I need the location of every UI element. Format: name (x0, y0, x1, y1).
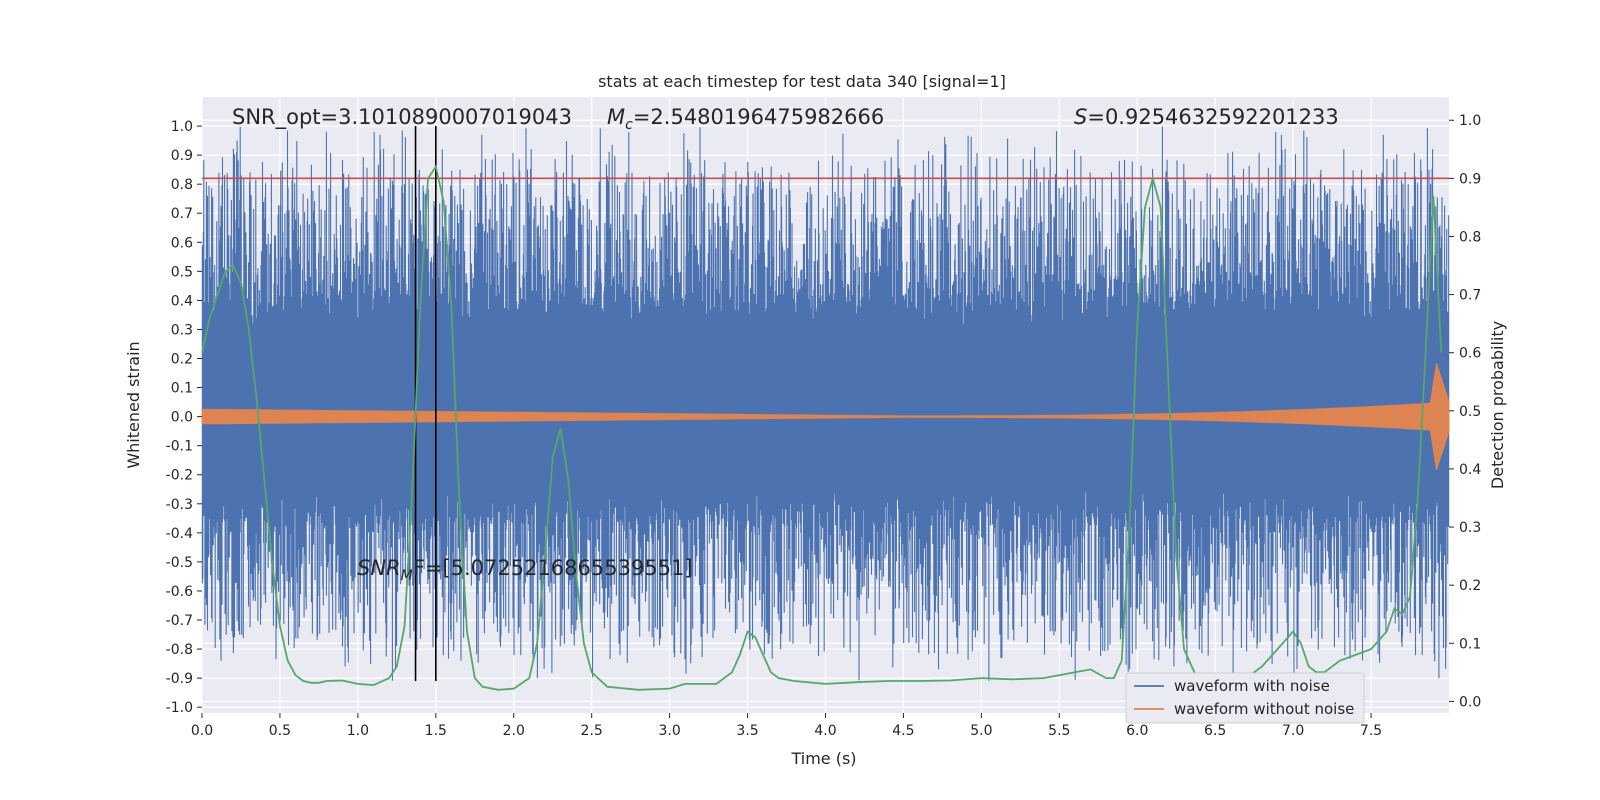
y-right-tick-label: 0.8 (1459, 229, 1481, 245)
x-axis-label: Time (s) (790, 749, 856, 768)
y-left-tick-label: -0.3 (166, 497, 193, 513)
y-left-tick-label: -0.5 (166, 555, 193, 571)
x-tick-label: 4.5 (892, 723, 914, 739)
y-right-tick-label: 0.6 (1459, 346, 1481, 362)
y-left-tick-label: 0.7 (171, 206, 193, 222)
x-tick-label: 5.0 (970, 723, 992, 739)
y-left-axis-ticks: -1.0 -0.9 -0.8 -0.7 -0.6 -0.5 -0.4 -0.3 -0.2 -0.1… (166, 119, 202, 716)
mc-value: =2.5480196475982666 (633, 105, 884, 129)
snr-mf-subscript: M (401, 568, 413, 584)
y-left-tick-label: -0.7 (166, 613, 193, 629)
snr-opt-annotation: SNR_opt=3.1010890007019043 (232, 105, 572, 130)
y-left-tick-label: 1.0 (171, 119, 193, 135)
y-right-tick-label: 0.7 (1459, 288, 1481, 304)
y-right-axis-ticks: 0.0 0.1 0.2 0.3 0.4 0.5 0.6 0.7 0.8 0.9 1.0 (1449, 113, 1481, 710)
y-left-tick-label: 0.1 (171, 381, 193, 397)
s-value: =0.9254632592201233 (1087, 105, 1338, 129)
x-tick-label: 2.5 (581, 723, 603, 739)
x-tick-label: 6.0 (1126, 723, 1148, 739)
y-right-tick-label: 0.3 (1459, 520, 1481, 536)
y-left-tick-label: 0.5 (171, 264, 193, 280)
y-right-tick-label: 0.2 (1459, 578, 1481, 594)
x-tick-label: 3.0 (658, 723, 680, 739)
legend-box (1125, 672, 1365, 724)
legend: waveform with noise waveform without noi… (1125, 672, 1365, 724)
y-left-tick-label: -0.9 (166, 671, 193, 687)
y-left-tick-label: 0.9 (171, 148, 193, 164)
legend-label-noise: waveform with noise (1174, 677, 1330, 695)
y-right-tick-label: 1.0 (1459, 113, 1481, 129)
x-tick-label: 0.0 (191, 723, 213, 739)
series-detection-probability (201, 164, 1443, 691)
y-left-tick-label: 0.3 (171, 322, 193, 338)
y-left-tick-label: -0.2 (166, 468, 193, 484)
y-right-tick-label: 0.5 (1459, 404, 1481, 420)
y-right-axis-label: Detection probability (1488, 321, 1507, 489)
y-left-tick-label: 0.2 (171, 352, 193, 368)
y-right-tick-label: 0.9 (1459, 171, 1481, 187)
x-tick-label: 5.5 (1048, 723, 1070, 739)
mc-annotation: Mc=2.5480196475982666 (607, 105, 884, 133)
y-right-tick-label: 0.4 (1459, 462, 1481, 478)
y-left-axis-label: Whitened strain (124, 341, 143, 468)
legend-label-clean: waveform without noise (1174, 700, 1354, 718)
x-tick-label: 7.0 (1282, 723, 1304, 739)
y-left-tick-label: 0.0 (171, 410, 193, 426)
noise-core-band (202, 349, 1449, 464)
chart-title: stats at each timestep for test data 340… (598, 72, 1006, 91)
series-waveform-without-noise (201, 363, 1450, 471)
series-waveform-with-noise (201, 126, 1450, 681)
x-tick-label: 6.5 (1204, 723, 1226, 739)
x-tick-label: 3.5 (736, 723, 758, 739)
mc-subscript: c (625, 117, 633, 133)
x-tick-label: 4.0 (814, 723, 836, 739)
y-left-tick-label: -1.0 (166, 700, 193, 716)
y-left-tick-label: 0.6 (171, 235, 193, 251)
x-axis-ticks: 0.0 0.5 1.0 1.5 2.0 2.5 3.0 3.5 4.0 4.5 5.0 5.5 6.0 6… (191, 713, 1382, 739)
y-right-tick-label: 0.0 (1459, 694, 1481, 710)
snr-mf-value: F=[5.0725216865539551] (413, 556, 693, 580)
mc-symbol: M (607, 105, 625, 129)
x-tick-label: 1.0 (347, 723, 369, 739)
snr-mf-annotation: SNRMF=[5.0725216865539551] (357, 556, 693, 584)
y-left-tick-label: -0.1 (166, 439, 193, 455)
y-left-tick-label: -0.4 (166, 526, 193, 542)
y-left-tick-label: -0.6 (166, 584, 193, 600)
x-tick-label: 0.5 (269, 723, 291, 739)
y-left-tick-label: 0.4 (171, 293, 193, 309)
x-tick-label: 2.0 (503, 723, 525, 739)
y-right-tick-label: 0.1 (1459, 636, 1481, 652)
x-tick-label: 1.5 (425, 723, 447, 739)
x-tick-label: 7.5 (1360, 723, 1382, 739)
snr-mf-symbol: SNR (357, 556, 401, 580)
probability-line (201, 164, 1443, 691)
y-left-tick-label: 0.8 (171, 177, 193, 193)
s-annotation: S=0.9254632592201233 (1074, 105, 1339, 129)
s-symbol: S (1074, 105, 1087, 129)
y-left-tick-label: -0.8 (166, 642, 193, 658)
